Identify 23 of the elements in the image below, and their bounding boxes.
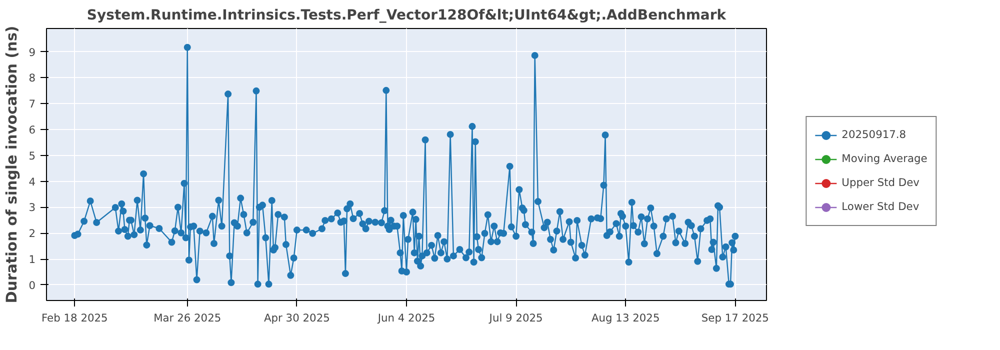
y-tick-label: 3: [28, 201, 36, 214]
y-axis-title: Duration of single invocation (ns): [4, 26, 21, 304]
legend-label: Upper Std Dev: [842, 176, 920, 189]
y-tick-label: 5: [28, 149, 36, 162]
x-tick-label: Aug 13 2025: [592, 312, 660, 324]
x-tick-label: Apr 30 2025: [264, 312, 330, 324]
y-tick-label: 2: [28, 227, 36, 240]
x-tick-label: Jul 9 2025: [488, 312, 543, 324]
legend-label: Lower Std Dev: [842, 200, 920, 213]
y-tick-label: 0: [28, 278, 36, 292]
y-tick-label: 1: [28, 253, 36, 266]
x-tick-label: Mar 26 2025: [154, 312, 222, 324]
y-tick-label: 9: [28, 46, 36, 59]
legend-label: 20250917.8: [842, 128, 906, 141]
y-tick-label: 7: [28, 98, 36, 111]
y-tick-label: 6: [28, 124, 36, 137]
x-tick-label: Feb 18 2025: [42, 312, 108, 324]
x-tick-label: Jun 4 2025: [376, 312, 436, 324]
chart-title: System.Runtime.Intrinsics.Tests.Perf_Vector128Of&lt;UInt64&gt;.AddBenchmark: [86, 8, 727, 24]
y-tick-label: 4: [28, 175, 36, 188]
y-tick-label: 8: [28, 72, 36, 85]
legend-label: Moving Average: [842, 152, 928, 165]
x-tick-label: Sep 17 2025: [701, 312, 769, 324]
